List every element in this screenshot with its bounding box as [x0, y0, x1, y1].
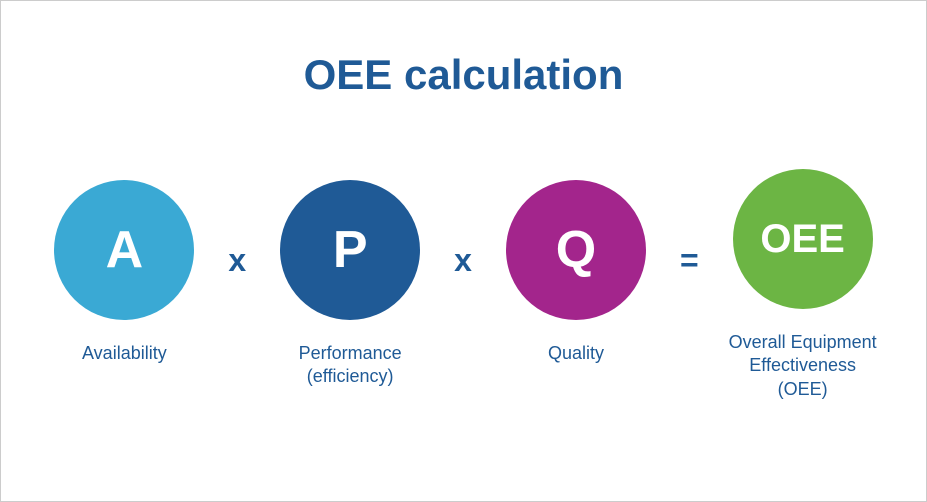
caption-availability: Availability: [82, 342, 167, 390]
circle-letter-p: P: [333, 220, 368, 280]
circle-quality: Q: [506, 180, 646, 320]
caption-performance: Performance (efficiency): [270, 342, 430, 390]
operator-equals: =: [680, 242, 699, 279]
circle-availability: A: [54, 180, 194, 320]
operator-multiply-2: x: [454, 242, 472, 279]
diagram-title: OEE calculation: [304, 51, 624, 99]
term-result: OEE Overall Equipment Effectiveness (OEE…: [723, 169, 883, 401]
circle-letter-q: Q: [556, 220, 596, 280]
caption-result: Overall Equipment Effectiveness (OEE): [723, 331, 883, 401]
term-availability: A Availability: [44, 180, 204, 390]
formula-row: A Availability x P Performance (efficien…: [44, 169, 882, 401]
caption-quality: Quality: [548, 342, 604, 390]
operator-multiply-1: x: [228, 242, 246, 279]
circle-letter-a: A: [106, 220, 144, 280]
term-performance: P Performance (efficiency): [270, 180, 430, 390]
circle-letter-oee: OEE: [760, 217, 844, 262]
term-quality: Q Quality: [496, 180, 656, 390]
circle-result: OEE: [733, 169, 873, 309]
circle-performance: P: [280, 180, 420, 320]
